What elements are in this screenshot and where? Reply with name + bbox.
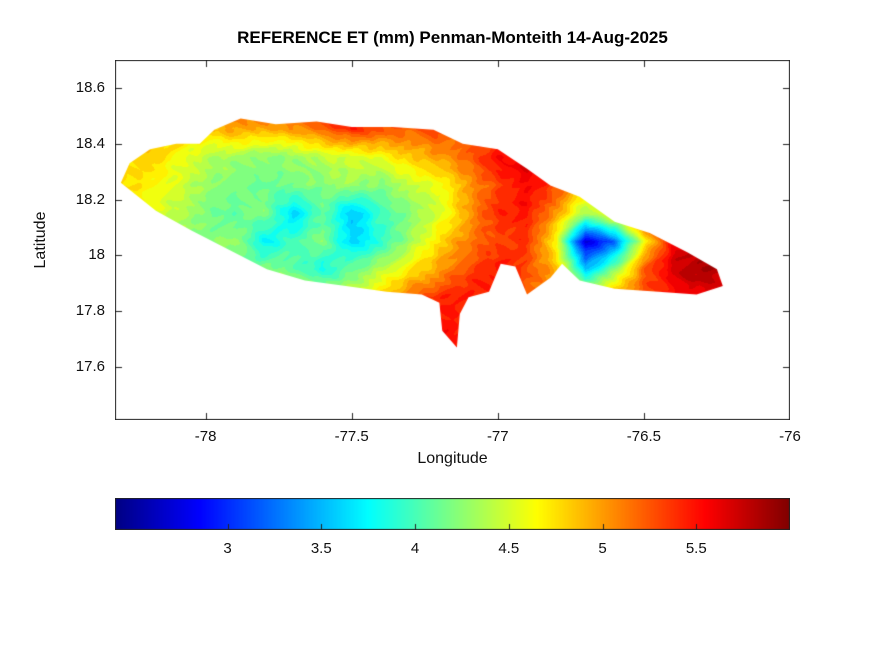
y-tick-label: 18.2 (75, 190, 105, 208)
x-tick-label: -76 (779, 428, 801, 445)
x-tick-label: -77 (486, 428, 509, 445)
y-tick-label: 18.6 (75, 78, 105, 96)
y-tick-label: 17.8 (75, 302, 105, 320)
y-tick-label: 18.4 (75, 134, 105, 152)
colorbar-tick-label: 5.5 (685, 540, 707, 557)
colorbar-tick-label: 5 (598, 540, 607, 557)
colorbar-tick-label: 4 (410, 540, 420, 557)
y-tick-label: 17.6 (75, 357, 105, 375)
chart-title: REFERENCE ET (mm) Penman-Monteith 14-Aug… (237, 28, 668, 47)
colorbar-tick-label: 3.5 (310, 540, 332, 557)
x-tick-label: -78 (194, 428, 217, 445)
x-tick-label: -76.5 (626, 428, 661, 445)
jamaica-et-map-canvas (115, 60, 790, 420)
x-axis-label: Longitude (417, 450, 488, 467)
colorbar-canvas (115, 498, 790, 530)
colorbar-tick-label: 4.5 (498, 540, 520, 557)
x-tick-label: -77.5 (334, 428, 369, 445)
colorbar-tick-label: 3 (223, 540, 232, 557)
y-tick-label: 18 (88, 246, 105, 264)
